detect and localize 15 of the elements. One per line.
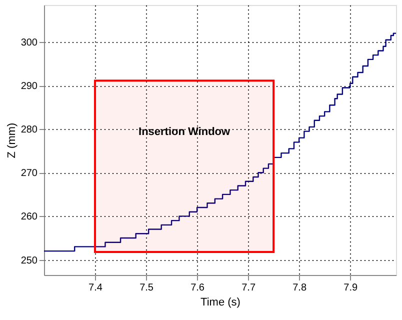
y-tick-label: 300 bbox=[20, 38, 38, 49]
y-tick-label: 270 bbox=[20, 168, 38, 180]
y-tick-label: 290 bbox=[20, 81, 38, 92]
x-tick-label: 7.4 bbox=[88, 282, 103, 294]
x-tick-label: 7.9 bbox=[344, 282, 358, 294]
y-tick-label: 260 bbox=[20, 212, 38, 223]
x-tick-label: 7.7 bbox=[242, 282, 256, 294]
band-label: Insertion Window bbox=[138, 126, 231, 138]
y-tick-label: 250 bbox=[20, 255, 38, 266]
x-tick-label: 7.6 bbox=[190, 282, 205, 294]
x-axis-title: Time (s) bbox=[200, 296, 240, 308]
x-tick-label: 7.5 bbox=[140, 282, 154, 294]
y-tick-label: 280 bbox=[20, 124, 38, 136]
x-tick-label: 7.8 bbox=[292, 282, 307, 294]
y-axis-title: Z (mm) bbox=[6, 122, 18, 158]
